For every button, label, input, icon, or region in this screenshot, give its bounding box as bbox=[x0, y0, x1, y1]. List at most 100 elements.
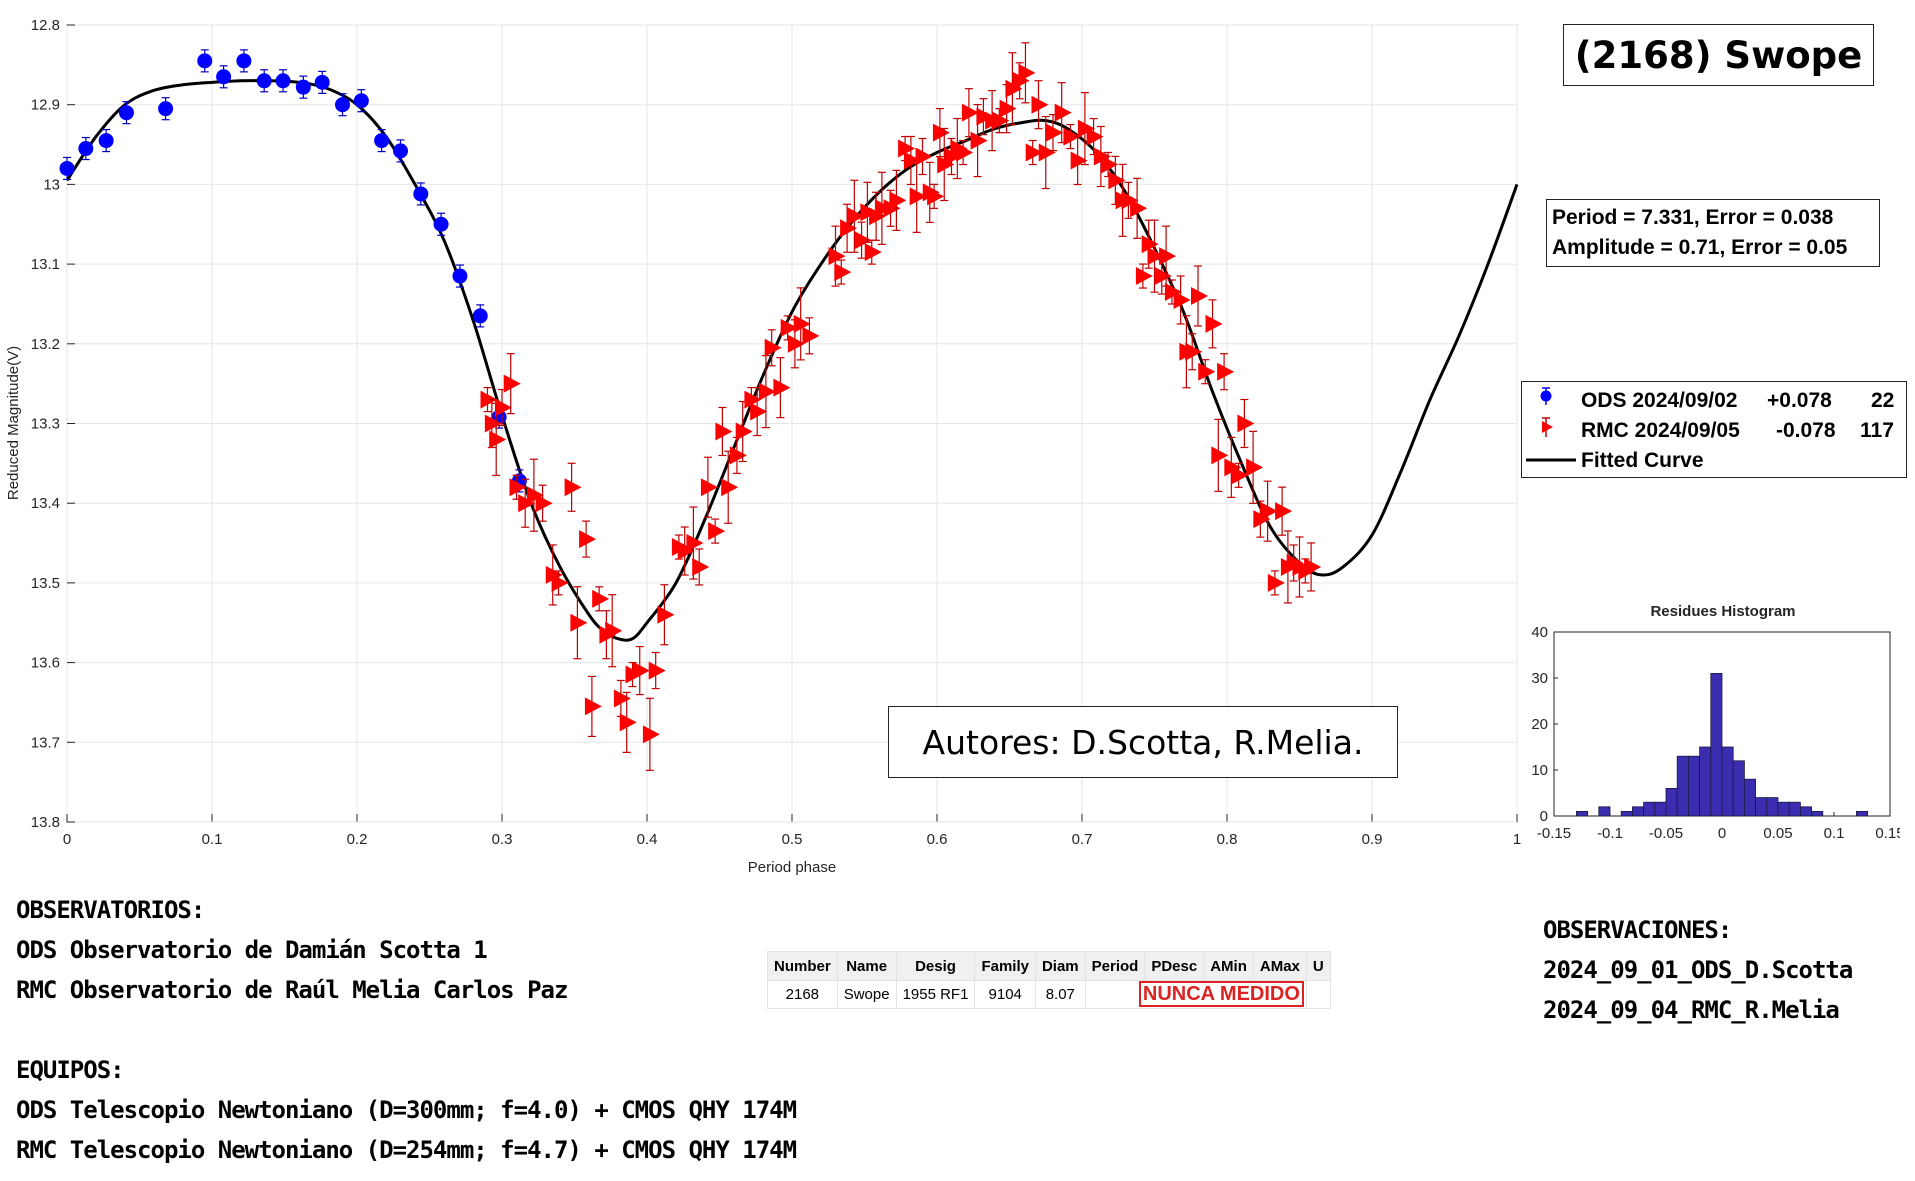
observatorio-line: ODS Observatorio de Damián Scotta 1 bbox=[16, 936, 488, 964]
rmc-point bbox=[1121, 181, 1139, 219]
table-cell-note: NUNCA MEDIDO bbox=[1084, 980, 1307, 1009]
y-axis-label: Reduced Magnitude(V) bbox=[5, 346, 22, 500]
table-cell-diam: 8.07 bbox=[1034, 980, 1086, 1009]
table-header-cell: AMax bbox=[1252, 951, 1307, 981]
equipo-line: ODS Telescopio Newtoniano (D=300mm; f=4.… bbox=[16, 1096, 797, 1124]
asteroid-info-table-wrapper: Number Name Desig Family Diam Period PDe… bbox=[767, 951, 1331, 1009]
y-tick-label: 12.8 bbox=[31, 17, 60, 34]
y-tick-label: 13.7 bbox=[31, 734, 60, 751]
ods-point bbox=[78, 136, 94, 161]
y-tick-label: 13.2 bbox=[31, 336, 60, 353]
y-tick-label: 13.4 bbox=[31, 495, 60, 512]
histogram-y-tick-label: 0 bbox=[1540, 808, 1548, 825]
table-header-cell: Number bbox=[767, 951, 838, 981]
fit-legend-icon bbox=[1526, 458, 1576, 462]
rmc-point bbox=[1217, 353, 1235, 391]
table-header-cell: PDesc bbox=[1144, 951, 1205, 981]
x-axis-label: Period phase bbox=[748, 859, 836, 876]
ods-point bbox=[472, 304, 488, 328]
x-tick-label: 0.1 bbox=[202, 831, 223, 848]
table-row: 2168 Swope 1955 RF1 9104 8.07 NUNCA MEDI… bbox=[767, 980, 1331, 1009]
histogram-y-ticks: 0 10 20 30 40 bbox=[1531, 624, 1558, 825]
ods-point bbox=[275, 69, 291, 93]
ods-point bbox=[353, 89, 369, 113]
rmc-point bbox=[915, 137, 933, 176]
table-header-cell: Name bbox=[836, 951, 897, 981]
x-tick-label: 0.4 bbox=[637, 831, 658, 848]
rmc-point bbox=[1304, 542, 1322, 592]
histogram-bar bbox=[1620, 810, 1633, 817]
rmc-point bbox=[570, 586, 588, 660]
ods-legend-name: ODS 2024/09/02 bbox=[1581, 389, 1738, 412]
rmc-point bbox=[715, 406, 733, 457]
rmc-point bbox=[619, 691, 637, 753]
histogram-bar bbox=[1721, 746, 1734, 817]
histogram-bar bbox=[1710, 673, 1723, 817]
y-tick-label: 13 bbox=[43, 176, 60, 193]
fit-legend-name: Fitted Curve bbox=[1581, 449, 1704, 472]
histogram-bar bbox=[1676, 755, 1689, 817]
x-tick-label: 0.6 bbox=[927, 831, 948, 848]
chart-title: (2168) Swope bbox=[1563, 24, 1874, 86]
histogram-y-tick-label: 10 bbox=[1531, 762, 1548, 779]
observatorios-heading: OBSERVATORIOS: bbox=[16, 896, 205, 924]
table-header-cell: AMin bbox=[1203, 951, 1254, 981]
histogram-bar bbox=[1576, 810, 1589, 817]
light-curve-plot: 0 0.1 0.2 0.3 0.4 0.5 0.6 0.7 0.8 0.9 1 12.8 12.9 13… bbox=[5, 17, 1521, 876]
histogram-bar bbox=[1687, 755, 1700, 817]
equipos-heading: EQUIPOS: bbox=[16, 1056, 125, 1084]
ods-point bbox=[98, 128, 114, 153]
histogram-title: Residues Histogram bbox=[1650, 603, 1795, 620]
histogram-bar bbox=[1755, 797, 1768, 817]
rmc-point bbox=[592, 586, 610, 612]
rmc-point bbox=[708, 518, 726, 544]
histogram-y-tick-label: 40 bbox=[1531, 624, 1548, 641]
histogram-bar bbox=[1766, 797, 1779, 817]
rmc-point bbox=[1018, 42, 1036, 104]
rmc-point bbox=[1070, 135, 1088, 186]
rmc-point bbox=[677, 526, 695, 576]
histogram-x-tick-label: 0 bbox=[1718, 825, 1726, 842]
histogram-bar bbox=[1598, 806, 1611, 817]
rmc-point bbox=[1031, 80, 1049, 130]
ods-point bbox=[158, 97, 174, 121]
equipos-block: EQUIPOS: ODS Telescopio Newtoniano (D=30… bbox=[16, 1050, 797, 1170]
histogram-bar bbox=[1732, 760, 1745, 817]
rmc-point bbox=[1211, 418, 1229, 492]
rmc-point bbox=[802, 317, 820, 355]
x-tick-label: 0.8 bbox=[1217, 831, 1238, 848]
y-tick-label: 13.5 bbox=[31, 575, 60, 592]
rmc-point bbox=[657, 584, 675, 646]
rmc-legend-name: RMC 2024/09/05 bbox=[1581, 419, 1740, 442]
rmc-point bbox=[700, 456, 718, 518]
y-tick-label: 13.1 bbox=[31, 256, 60, 273]
rmc-point bbox=[632, 645, 650, 696]
observaciones-heading: OBSERVACIONES: bbox=[1543, 916, 1732, 944]
histogram-x-tick-label: -0.15 bbox=[1537, 825, 1571, 842]
ods-point bbox=[314, 70, 330, 94]
rmc-point bbox=[1077, 92, 1095, 166]
rmc-point bbox=[642, 697, 660, 771]
histogram-bar bbox=[1665, 787, 1678, 817]
rmc-point bbox=[503, 353, 521, 415]
ods-point bbox=[216, 65, 232, 89]
ods-point bbox=[118, 101, 134, 125]
fitted-curve-line bbox=[65, 79, 1519, 642]
rmc-point bbox=[1267, 570, 1285, 596]
histogram-bar bbox=[1699, 746, 1712, 817]
rmc-point bbox=[854, 221, 872, 259]
rmc-point bbox=[564, 462, 582, 512]
histogram-bar bbox=[1643, 801, 1656, 817]
residues-histogram: Residues Histogram -0.15 -0.1 -0.05 0 0.05 0.… bbox=[1531, 603, 1900, 842]
rmc-point bbox=[860, 181, 878, 243]
histogram-y-tick-label: 30 bbox=[1531, 670, 1548, 687]
rmc-legend-count: 117 bbox=[1860, 419, 1894, 442]
histogram-x-tick-label: 0.05 bbox=[1763, 825, 1792, 842]
rmc-point bbox=[773, 357, 791, 419]
legend-entry-fit: Fitted Curve bbox=[1522, 445, 1906, 475]
ods-point bbox=[59, 156, 75, 181]
rmc-point bbox=[648, 651, 666, 690]
table-header-cell: Desig bbox=[895, 951, 976, 981]
rmc-point bbox=[692, 548, 710, 586]
rmc-point bbox=[976, 98, 994, 136]
